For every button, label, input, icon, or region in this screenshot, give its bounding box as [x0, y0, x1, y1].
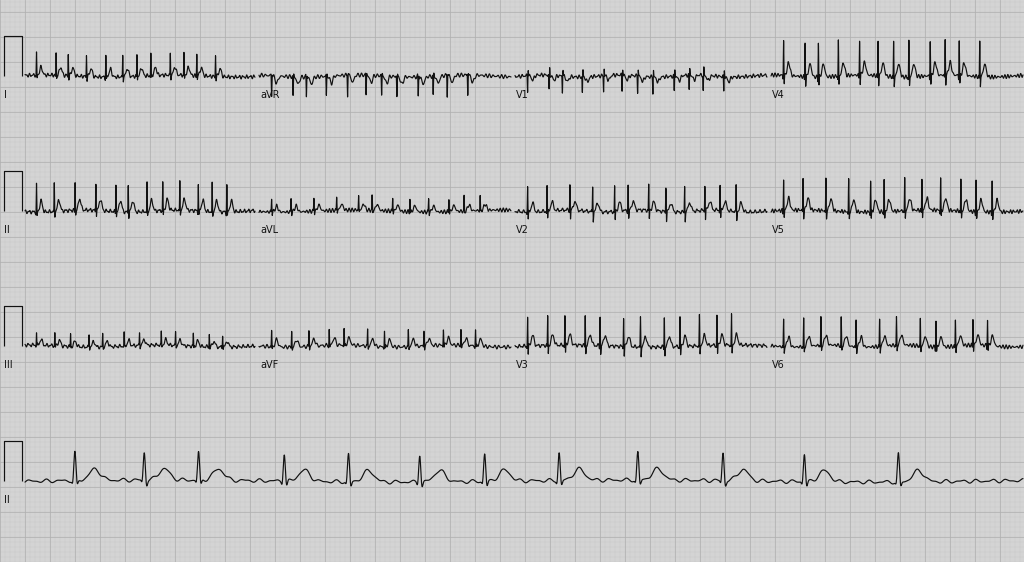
Text: V1: V1 [516, 90, 528, 100]
Text: II: II [4, 495, 10, 505]
Text: aVL: aVL [260, 225, 279, 235]
Text: III: III [4, 360, 12, 370]
Text: aVR: aVR [260, 90, 280, 100]
Text: aVF: aVF [260, 360, 279, 370]
Text: V2: V2 [516, 225, 528, 235]
Text: V5: V5 [772, 225, 784, 235]
Text: V4: V4 [772, 90, 784, 100]
Text: I: I [4, 90, 7, 100]
Text: V6: V6 [772, 360, 784, 370]
Text: II: II [4, 225, 10, 235]
Text: V3: V3 [516, 360, 528, 370]
